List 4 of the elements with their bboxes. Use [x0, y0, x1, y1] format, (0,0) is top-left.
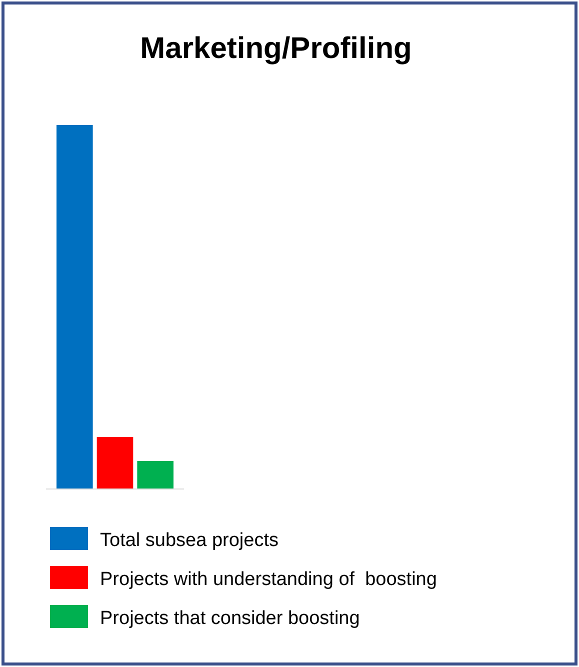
legend-label: Total subsea projects — [100, 530, 278, 551]
text: Marketing/Profiling — [140, 32, 412, 65]
legend-label: Projects that consider boosting — [100, 608, 360, 629]
legend-label: Projects with understanding of boosting — [100, 569, 437, 590]
